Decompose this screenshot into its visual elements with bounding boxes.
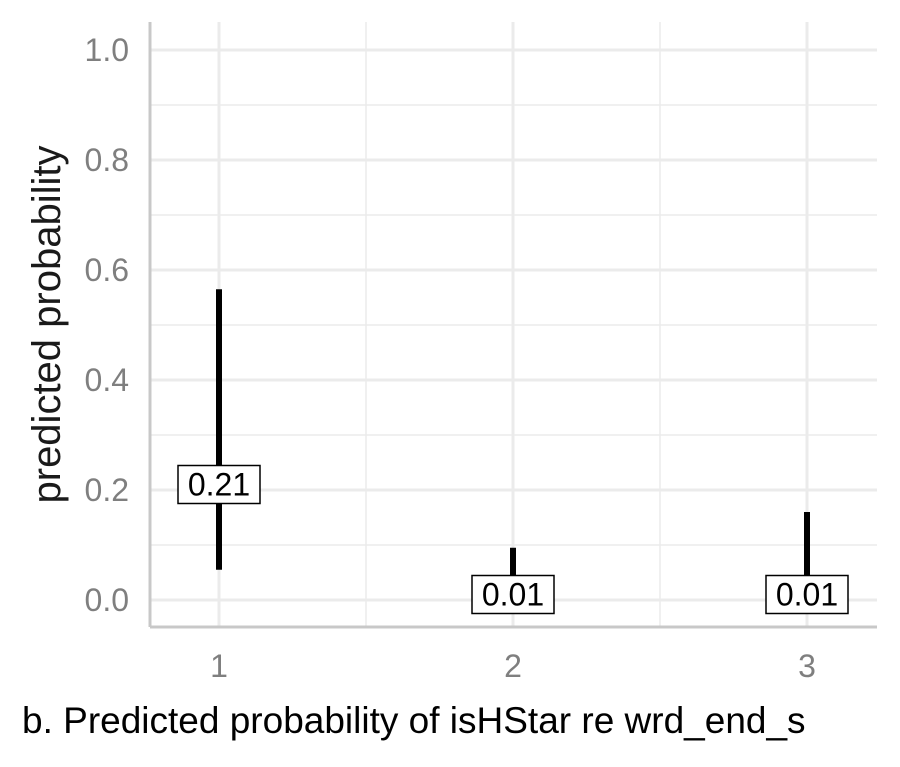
x-tick-label: 3 xyxy=(798,648,816,684)
estimate-label-text: 0.01 xyxy=(482,577,544,613)
estimate-label: 0.01 xyxy=(765,574,849,615)
y-tick-label: 0.6 xyxy=(85,252,129,288)
estimate-label: 0.01 xyxy=(471,574,555,615)
axes xyxy=(148,22,877,629)
chart-svg: 0.0 0.2 0.4 0.6 0.8 1.0 1 2 3 0.21 0.01 0.01 predi… xyxy=(25,22,877,684)
x-tick-label: 1 xyxy=(210,648,228,684)
y-tick-label: 0.4 xyxy=(85,362,129,398)
y-tick-label: 0.8 xyxy=(85,142,129,178)
y-tick-label: 1.0 xyxy=(85,32,129,68)
estimate-label-text: 0.21 xyxy=(188,467,250,503)
y-axis-title: predicted probability xyxy=(25,146,69,504)
data-labels: 0.21 0.01 0.01 xyxy=(177,464,849,615)
grid xyxy=(150,22,877,627)
estimate-label: 0.21 xyxy=(177,464,261,505)
estimate-label-text: 0.01 xyxy=(776,577,838,613)
y-tick-label: 0.2 xyxy=(85,472,129,508)
tick-labels: 0.0 0.2 0.4 0.6 0.8 1.0 1 2 3 xyxy=(85,32,816,684)
x-tick-label: 2 xyxy=(504,648,522,684)
estimate-label-box xyxy=(471,574,555,615)
estimate-label-box xyxy=(177,464,261,505)
estimate-label-box xyxy=(765,574,849,615)
y-tick-label: 0.0 xyxy=(85,582,129,618)
figure-caption: b. Predicted probability of isHStar re w… xyxy=(22,700,806,741)
